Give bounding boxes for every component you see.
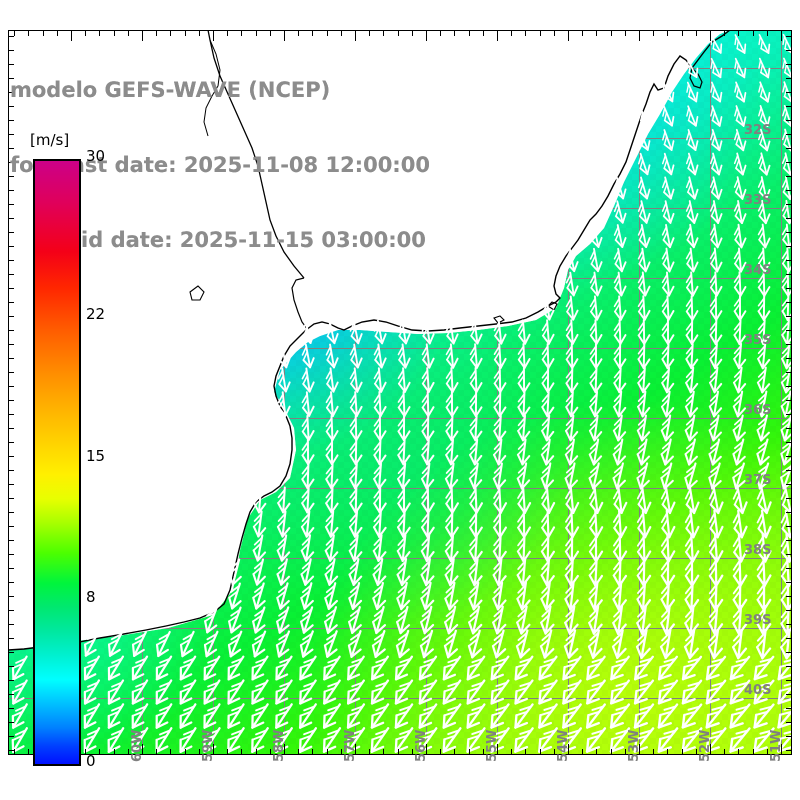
lat-label-33s: 33S: [744, 193, 771, 208]
lon-label-58w: 58W: [272, 730, 287, 762]
lat-label-35s: 35S: [744, 333, 771, 348]
colorbar-tick-0: 0: [86, 752, 96, 770]
model-title: modelo GEFS-WAVE (NCEP): [10, 78, 610, 103]
lat-label-40s: 40S: [744, 683, 771, 698]
colorbar-tick-15: 15: [86, 447, 105, 465]
lat-label-39s: 39S: [744, 613, 771, 628]
lon-label-57w: 57W: [343, 730, 358, 762]
valid-date: valid date: 2025-11-15 03:00:00: [10, 228, 610, 253]
colorbar-tick-22: 22: [86, 305, 105, 323]
title-block: modelo GEFS-WAVE (NCEP) forecast date: 2…: [10, 28, 610, 303]
lon-label-51w: 51W: [769, 730, 784, 762]
lat-label-38s: 38S: [744, 543, 771, 558]
lat-label-32s: 32S: [744, 123, 771, 138]
lon-label-54w: 54W: [556, 730, 571, 762]
colorbar-tick-30: 30: [86, 147, 105, 165]
lon-label-55w: 55W: [485, 730, 500, 762]
lon-label-60w: 60W: [130, 730, 145, 762]
colorbar[interactable]: [33, 159, 81, 766]
lon-label-53w: 53W: [627, 730, 642, 762]
lat-label-34s: 34S: [744, 263, 771, 278]
lon-label-52w: 52W: [698, 730, 713, 762]
lon-label-59w: 59W: [201, 730, 216, 762]
bottom-axis-ticks: [8, 743, 792, 755]
wind-forecast-map: 61W60W59W58W57W56W55W54W53W52W51W 32S33S…: [0, 0, 800, 800]
lat-label-37s: 37S: [744, 473, 771, 488]
colorbar-tick-8: 8: [86, 588, 96, 606]
colorbar-unit-label: [m/s]: [30, 131, 69, 149]
right-axis-ticks: [780, 30, 792, 755]
lon-label-56w: 56W: [414, 730, 429, 762]
lat-label-36s: 36S: [744, 403, 771, 418]
